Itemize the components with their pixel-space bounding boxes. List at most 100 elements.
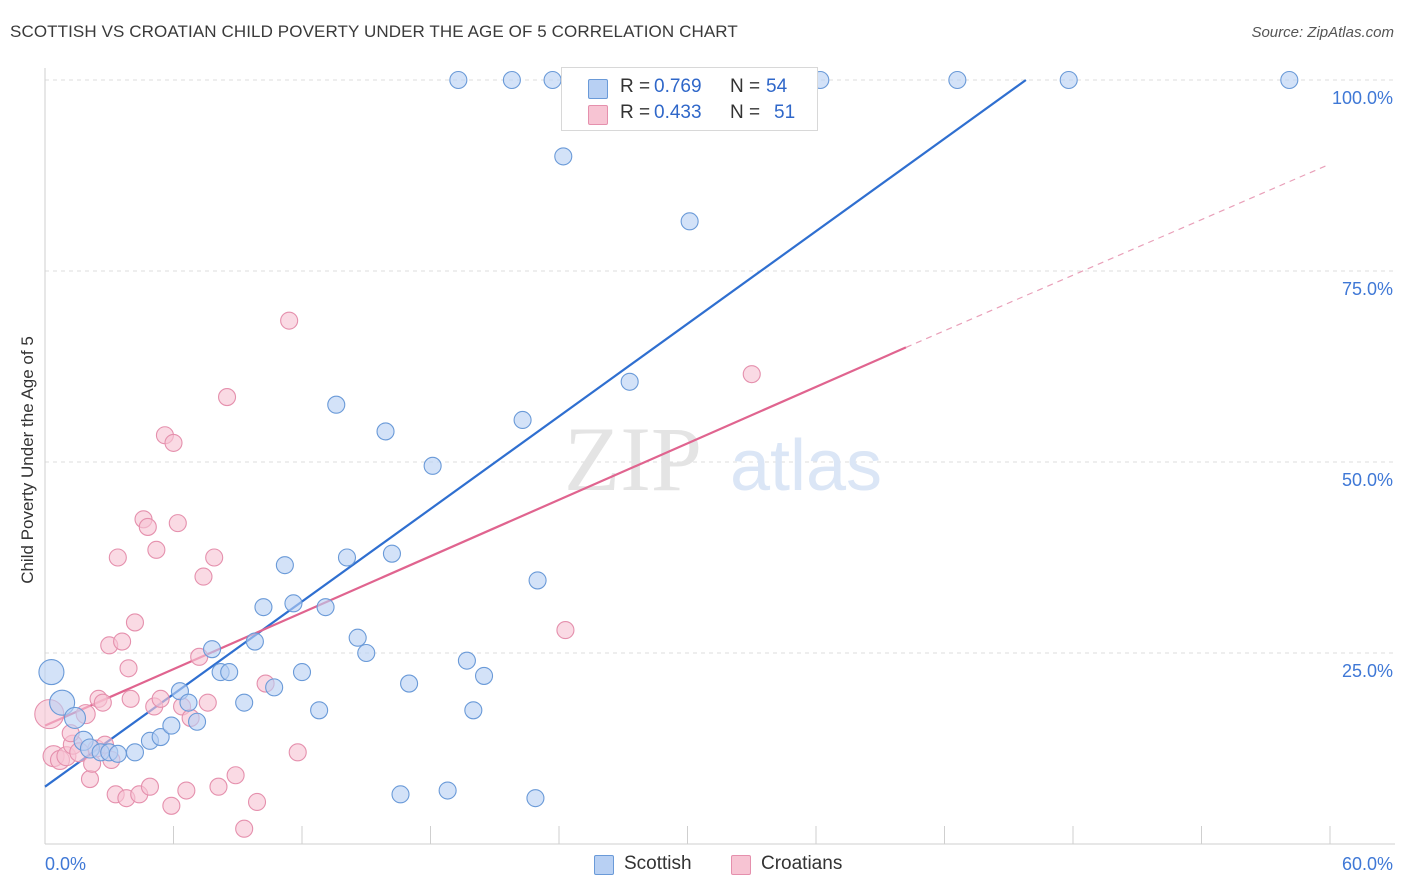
r-label: R = (620, 102, 651, 123)
scottish-point (292, 663, 312, 682)
scottish-point (254, 598, 273, 617)
croatians-point (288, 743, 307, 762)
croatians-point (168, 514, 187, 533)
r-value: 0.433 (654, 102, 702, 123)
watermark-atlas: atlas (730, 426, 882, 506)
croatians-point (162, 796, 181, 815)
scottish-point (316, 598, 335, 617)
scottish-point (382, 544, 402, 563)
scottish-point (528, 571, 547, 590)
croatians-trend-extension (905, 163, 1331, 348)
scottish-point (188, 712, 207, 731)
croatians-point (80, 770, 100, 789)
scottish-point (203, 640, 222, 659)
croatians-point (93, 693, 112, 712)
scottish-point (235, 693, 254, 712)
scottish-point (108, 744, 127, 763)
x-tick-label: 60.0% (1342, 854, 1393, 874)
correlation-legend: R = 0.769 N = 54 R = 0.433 N = 51 (561, 67, 818, 131)
croatians-point (280, 311, 299, 330)
scottish-point (948, 70, 967, 90)
scottish-point (620, 372, 639, 391)
scottish-point (464, 701, 483, 720)
scottish-point (49, 689, 76, 716)
axes (44, 68, 1395, 845)
croatians-swatch (731, 855, 751, 875)
legend-label: Scottish (624, 853, 692, 874)
scottish-swatch (594, 855, 614, 875)
scottish-point (245, 632, 264, 651)
scottish-point (474, 666, 494, 685)
scottish-point (1280, 70, 1299, 90)
scottish-point (1059, 70, 1078, 90)
croatians-point (209, 777, 228, 796)
scottish-point (423, 456, 442, 475)
tick-labels: 25.0% 50.0% 75.0% 100.0% 0.0% 60.0% (45, 88, 1393, 874)
scottish-points (38, 70, 1299, 808)
y-tick-label: 75.0% (1342, 279, 1393, 299)
croatians-point (147, 540, 166, 559)
series-legend: Scottish Croatians (0, 853, 1406, 877)
scottish-point (554, 147, 573, 166)
croatians-point (235, 819, 254, 838)
scottish-point (38, 659, 65, 686)
legend-row-croatians: R = 0.433 N = 51 (562, 100, 817, 128)
scottish-point (162, 716, 181, 735)
croatians-point (151, 689, 170, 708)
n-label: N = (730, 102, 761, 123)
croatians-point (164, 433, 183, 452)
r-value: 0.769 (654, 76, 702, 97)
croatians-point (194, 567, 213, 586)
legend-label: Croatians (761, 853, 843, 874)
croatians-point (556, 621, 575, 640)
legend-row-scottish: R = 0.769 N = 54 (562, 74, 817, 102)
scottish-point (265, 678, 284, 697)
croatians-point (125, 613, 144, 632)
scottish-point (151, 727, 170, 747)
scottish-point (179, 693, 198, 712)
scottish-point (357, 643, 376, 663)
n-label: N = (730, 76, 761, 97)
gridlines (45, 79, 1395, 654)
croatians-point (247, 792, 267, 812)
croatians-point (140, 777, 159, 796)
croatians-point (138, 517, 157, 536)
watermark-zip: ZIP (564, 408, 702, 510)
scottish-point (543, 70, 562, 90)
croatians-point (119, 659, 138, 678)
chart-title: SCOTTISH VS CROATIAN CHILD POVERTY UNDER… (10, 22, 738, 41)
scottish-point (310, 701, 329, 720)
scottish-point (502, 70, 521, 90)
scottish-point (457, 651, 476, 670)
scottish-point (327, 395, 346, 414)
scottish-trend-line (44, 79, 1027, 788)
scottish-point (438, 781, 457, 800)
trend-lines (44, 79, 1331, 788)
scottish-point (220, 663, 239, 682)
scottish-point (526, 789, 545, 808)
scottish-point (284, 594, 303, 613)
croatians-swatch (588, 105, 608, 125)
scottish-point (63, 706, 87, 729)
croatians-point (108, 548, 127, 567)
croatians-point (121, 689, 140, 708)
scottish-point (348, 628, 367, 647)
croatians-point (177, 781, 196, 800)
n-value: 54 (766, 76, 788, 97)
scottish-point (400, 674, 419, 693)
scottish-point (275, 556, 294, 575)
y-tick-label: 25.0% (1342, 661, 1393, 681)
scottish-point (513, 410, 532, 430)
scottish-point (391, 785, 410, 804)
y-axis-label: Child Poverty Under the Age of 5 (18, 336, 37, 584)
croatians-points (34, 311, 761, 838)
scottish-swatch (588, 79, 608, 99)
croatians-point (113, 632, 132, 651)
scottish-point (125, 743, 144, 762)
y-tick-label: 100.0% (1332, 88, 1393, 108)
scottish-point (680, 212, 699, 231)
x-tick-label: 0.0% (45, 854, 86, 874)
n-value: 51 (774, 102, 796, 123)
r-label: R = (620, 76, 651, 97)
